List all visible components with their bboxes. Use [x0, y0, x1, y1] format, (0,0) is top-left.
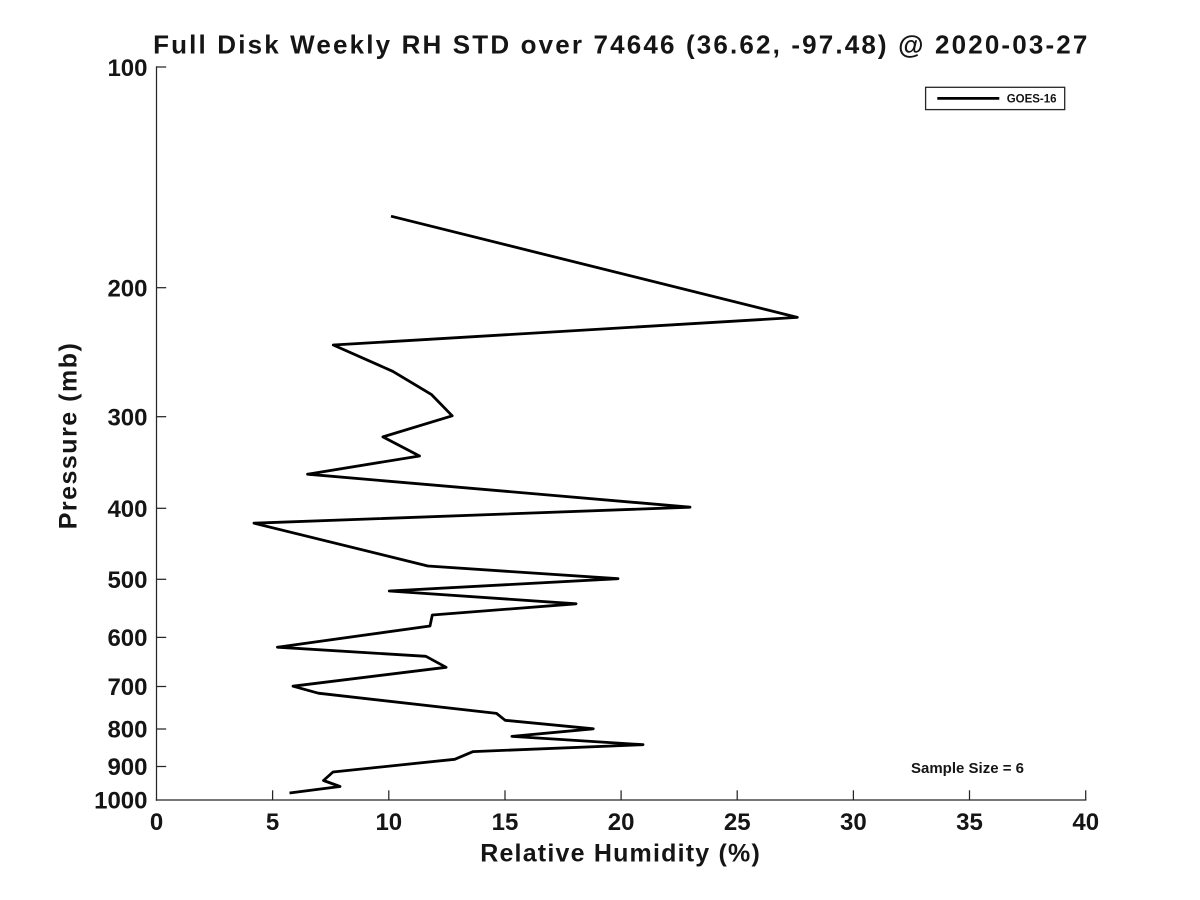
svg-text:20: 20	[608, 809, 635, 836]
svg-text:400: 400	[107, 496, 147, 523]
svg-text:700: 700	[107, 674, 147, 701]
svg-text:500: 500	[107, 567, 147, 594]
svg-text:25: 25	[724, 809, 751, 836]
svg-text:30: 30	[840, 809, 867, 836]
svg-text:800: 800	[107, 717, 147, 744]
svg-text:5: 5	[266, 809, 279, 836]
svg-text:15: 15	[492, 809, 519, 836]
svg-text:Full Disk Weekly RH STD over 7: Full Disk Weekly RH STD over 74646 (36.6…	[153, 30, 1089, 60]
svg-text:35: 35	[956, 809, 983, 836]
svg-text:100: 100	[107, 55, 147, 82]
svg-text:200: 200	[107, 275, 147, 302]
svg-text:Relative Humidity (%): Relative Humidity (%)	[480, 839, 761, 867]
svg-text:0: 0	[150, 809, 163, 836]
svg-text:900: 900	[107, 754, 147, 781]
svg-text:10: 10	[375, 809, 402, 836]
svg-text:Sample Size = 6: Sample Size = 6	[911, 760, 1024, 777]
svg-text:300: 300	[107, 404, 147, 431]
svg-text:40: 40	[1072, 809, 1099, 836]
svg-text:600: 600	[107, 625, 147, 652]
svg-text:GOES-16: GOES-16	[1007, 94, 1057, 106]
svg-text:1000: 1000	[94, 788, 147, 815]
svg-text:Pressure (mb): Pressure (mb)	[55, 342, 83, 530]
